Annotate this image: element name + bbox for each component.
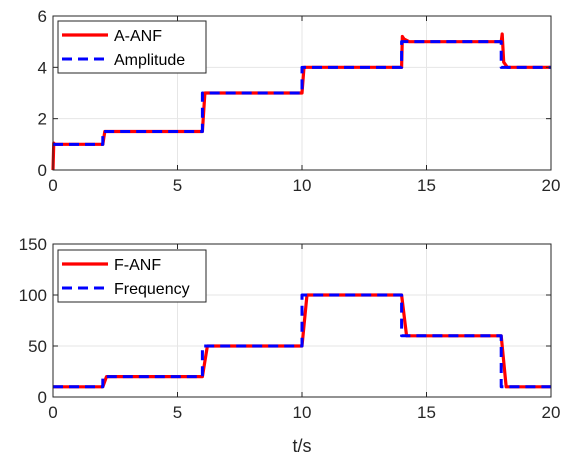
x-tick-label: 20: [542, 176, 561, 195]
x-tick-label: 15: [417, 403, 436, 422]
legend: A-ANF Amplitude: [57, 20, 207, 74]
x-axis-label: t/s: [292, 436, 311, 456]
legend-label: A-ANF: [114, 28, 162, 45]
x-tick-label: 10: [293, 176, 312, 195]
legend-label: F-ANF: [114, 257, 161, 274]
x-tick-label: 20: [542, 403, 561, 422]
y-tick-label: 0: [38, 388, 47, 407]
frequency-chart: 0 5 10 15 20 0 50 100 150 F-ANF Frequency: [19, 235, 561, 422]
series-line-f-anf: [53, 293, 551, 389]
y-tick-label: 6: [38, 7, 47, 26]
y-tick-label: 2: [38, 110, 47, 129]
x-tick-label: 10: [293, 403, 312, 422]
x-tick-label: 5: [173, 176, 182, 195]
legend-box: [57, 249, 207, 303]
y-tick-label: 0: [38, 161, 47, 180]
legend-label: Amplitude: [114, 52, 185, 69]
legend: F-ANF Frequency: [57, 249, 207, 303]
x-tick-label: 15: [417, 176, 436, 195]
legend-label: Frequency: [114, 281, 190, 298]
x-tick-label: 5: [173, 403, 182, 422]
series-line-amplitude: [53, 40, 551, 146]
x-tick-label: 0: [48, 403, 57, 422]
y-tick-label: 50: [28, 337, 47, 356]
y-tick-label: 150: [19, 235, 47, 254]
y-tick-label: 100: [19, 286, 47, 305]
x-tick-label: 0: [48, 176, 57, 195]
y-tick-label: 4: [38, 58, 47, 77]
amplitude-chart: 0 5 10 15 20 0 2 4 6 A-ANF Amplitude: [38, 7, 561, 195]
legend-box: [57, 20, 207, 74]
